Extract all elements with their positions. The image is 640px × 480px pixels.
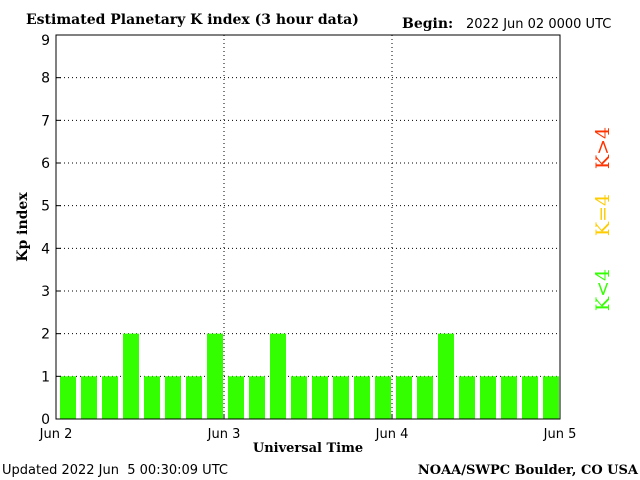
plot-frame xyxy=(55,34,561,420)
x-axis-label: Universal Time xyxy=(253,441,363,456)
kp-bar xyxy=(438,333,454,419)
kp-bar xyxy=(375,376,391,419)
x-tick-label: Jun 3 xyxy=(207,427,241,442)
kp-bar xyxy=(501,376,517,419)
grid-lines xyxy=(56,35,560,419)
chart-title: Estimated Planetary K index (3 hour data… xyxy=(26,12,359,28)
kp-bar xyxy=(81,376,97,419)
bars-group xyxy=(60,333,559,419)
y-tick-label: 9 xyxy=(41,33,50,49)
x-tick-label: Jun 5 xyxy=(543,427,577,442)
kp-bar xyxy=(249,376,265,419)
y-tick-label: 2 xyxy=(41,327,50,343)
y-tick-label: 4 xyxy=(41,241,50,257)
y-axis-label: Kp index xyxy=(15,192,31,262)
kp-bar xyxy=(354,376,370,419)
kp-bar xyxy=(270,333,286,419)
kp-bar xyxy=(228,376,244,419)
kp-bar xyxy=(60,376,76,419)
kp-bar xyxy=(522,376,538,419)
y-tick-label: 0 xyxy=(41,412,50,428)
x-tick-label: Jun 4 xyxy=(375,427,409,442)
kp-bar xyxy=(417,376,433,419)
y-tick-label: 5 xyxy=(41,199,50,215)
y-axis-ticks: 0 1 2 3 4 5 6 7 8 9 xyxy=(41,33,61,428)
y-tick-label: 8 xyxy=(41,71,50,87)
source-text: NOAA/SWPC Boulder, CO USA xyxy=(418,463,639,478)
kp-bar xyxy=(480,376,496,419)
begin-value: 2022 Jun 02 0000 UTC xyxy=(466,17,611,32)
begin-label: Begin: xyxy=(402,16,453,32)
kp-bar xyxy=(144,376,160,419)
legend-item: K=4 xyxy=(592,194,614,236)
kp-bar xyxy=(543,376,559,419)
x-axis-ticks: Jun 2 Jun 3 Jun 4 Jun 5 xyxy=(39,414,577,442)
updated-text: Updated 2022 Jun 5 00:30:09 UTC xyxy=(2,463,228,478)
legend-item: K<4 xyxy=(592,269,614,311)
kp-bar xyxy=(207,333,223,419)
y-tick-label: 6 xyxy=(41,156,50,172)
kp-bar xyxy=(186,376,202,419)
kp-bar xyxy=(333,376,349,419)
legend-item: K>4 xyxy=(592,127,614,169)
kp-bar xyxy=(396,376,412,419)
legend: K<4 K=4 K>4 xyxy=(592,127,614,311)
x-tick-label: Jun 2 xyxy=(39,427,73,442)
kp-bar xyxy=(123,333,139,419)
kp-bar xyxy=(459,376,475,419)
y-tick-label: 1 xyxy=(41,369,50,385)
y-tick-label: 3 xyxy=(41,284,50,300)
kp-bar xyxy=(291,376,307,419)
kp-bar xyxy=(102,376,118,419)
kp-bar xyxy=(165,376,181,419)
y-tick-label: 7 xyxy=(41,113,50,129)
kp-bar xyxy=(312,376,328,419)
